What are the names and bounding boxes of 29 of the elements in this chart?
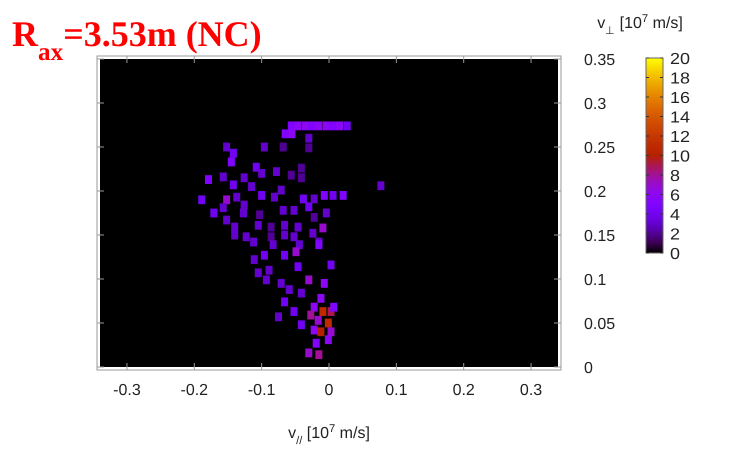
y-tick-label: 0.25 — [584, 140, 616, 157]
color-bar-label: 10 — [670, 148, 690, 166]
y-tick-label: 0.2 — [584, 184, 606, 201]
color-bar-label: 2 — [670, 226, 680, 244]
x-tick-label: -0.3 — [113, 382, 141, 399]
y-tick-label: 0.15 — [584, 228, 616, 245]
x-tick-label: 0 — [324, 382, 334, 399]
x-tick-label: 0.2 — [452, 382, 475, 399]
y-axis-title: v$_{⊥}$ [10$^{7}$ m/s] — [597, 13, 683, 37]
color-bar-label: 16 — [670, 90, 690, 107]
color-bar-label: 6 — [670, 188, 680, 204]
color-bar-label: 20 — [670, 51, 690, 68]
x-axis-title: v$_{//}$ [10$^{7}$ m/s] — [288, 423, 370, 447]
y-tick-label: 0.1 — [584, 272, 606, 289]
x-tick-label: -0.2 — [180, 382, 208, 399]
chart-title: R$_{ax}$=3.53m (NC) — [12, 14, 262, 66]
x-tick-label: 0.3 — [520, 382, 542, 399]
x-tick-label: 0.1 — [385, 382, 408, 399]
color-bar-label: 18 — [670, 70, 690, 88]
color-bar-label: 0 — [670, 246, 680, 263]
y-tick-label: 0 — [584, 360, 593, 377]
y-tick-label: 0.35 — [584, 52, 616, 69]
x-tick-label: -0.1 — [248, 382, 276, 399]
color-bar-label: 4 — [670, 207, 680, 224]
color-bar-label: 14 — [670, 110, 690, 126]
y-tick-label: 0.3 — [584, 96, 606, 113]
color-bar-label: 8 — [670, 168, 680, 185]
y-tick-label: 0.05 — [584, 316, 616, 333]
color-bar-label: 12 — [670, 129, 690, 146]
